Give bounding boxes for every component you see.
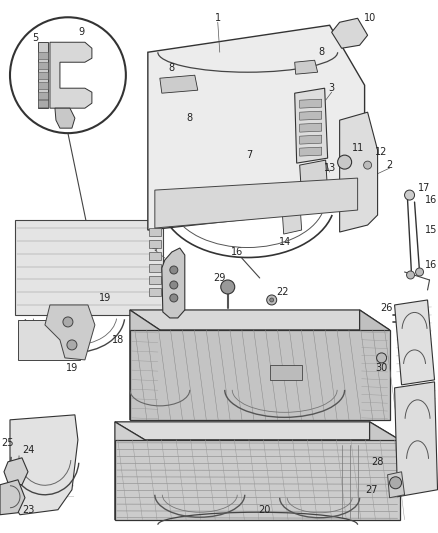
- Polygon shape: [295, 60, 318, 74]
- Text: 5: 5: [32, 33, 38, 43]
- Polygon shape: [160, 75, 198, 93]
- Circle shape: [364, 161, 371, 169]
- Circle shape: [63, 317, 73, 327]
- Text: 6: 6: [317, 200, 323, 210]
- Circle shape: [10, 17, 126, 133]
- Polygon shape: [38, 42, 48, 108]
- Polygon shape: [300, 99, 321, 108]
- Text: 15: 15: [425, 225, 438, 235]
- Circle shape: [267, 295, 277, 305]
- Polygon shape: [149, 252, 161, 260]
- Polygon shape: [38, 72, 48, 79]
- Text: 14: 14: [279, 237, 291, 247]
- Text: 1: 1: [215, 13, 221, 23]
- Text: 28: 28: [371, 457, 384, 467]
- Polygon shape: [130, 310, 389, 330]
- Polygon shape: [4, 458, 28, 485]
- Polygon shape: [45, 305, 95, 360]
- Polygon shape: [295, 88, 328, 163]
- Circle shape: [170, 281, 178, 289]
- Text: 4: 4: [152, 243, 158, 253]
- Polygon shape: [55, 108, 75, 128]
- Polygon shape: [15, 220, 163, 315]
- Text: 26: 26: [380, 303, 393, 313]
- Polygon shape: [38, 92, 48, 99]
- Text: 2: 2: [386, 160, 393, 170]
- Text: 19: 19: [99, 293, 111, 303]
- Polygon shape: [50, 42, 92, 108]
- Polygon shape: [149, 240, 161, 248]
- Circle shape: [389, 477, 402, 489]
- Polygon shape: [395, 300, 434, 385]
- Text: 8: 8: [169, 63, 175, 73]
- Text: 22: 22: [276, 287, 289, 297]
- Text: 30: 30: [375, 363, 388, 373]
- Polygon shape: [0, 480, 25, 515]
- Polygon shape: [300, 135, 321, 144]
- Text: 18: 18: [112, 335, 124, 345]
- Text: 8: 8: [187, 113, 193, 123]
- Polygon shape: [388, 472, 405, 498]
- Polygon shape: [155, 178, 357, 228]
- Text: 23: 23: [22, 505, 34, 515]
- Circle shape: [406, 271, 414, 279]
- Polygon shape: [148, 25, 364, 230]
- Polygon shape: [300, 123, 321, 132]
- Text: 9: 9: [79, 27, 85, 37]
- Polygon shape: [395, 382, 438, 497]
- Polygon shape: [115, 422, 145, 520]
- Text: 16: 16: [425, 260, 438, 270]
- Polygon shape: [270, 365, 302, 380]
- Polygon shape: [300, 147, 321, 156]
- Circle shape: [377, 353, 387, 363]
- Text: 13: 13: [324, 163, 336, 173]
- Polygon shape: [360, 310, 389, 420]
- Text: 20: 20: [258, 505, 271, 515]
- Polygon shape: [130, 330, 389, 420]
- Polygon shape: [38, 62, 48, 69]
- Polygon shape: [149, 228, 161, 236]
- Text: 11: 11: [351, 143, 364, 153]
- Polygon shape: [115, 422, 399, 440]
- Polygon shape: [38, 100, 48, 107]
- Circle shape: [170, 266, 178, 274]
- Circle shape: [170, 294, 178, 302]
- Text: 16: 16: [231, 247, 243, 257]
- Text: 3: 3: [328, 83, 335, 93]
- Polygon shape: [18, 320, 80, 360]
- Text: 29: 29: [214, 273, 226, 283]
- Polygon shape: [149, 276, 161, 284]
- Text: 27: 27: [365, 484, 378, 495]
- Text: 19: 19: [66, 363, 78, 373]
- Text: 16: 16: [425, 195, 438, 205]
- Polygon shape: [339, 112, 378, 232]
- Polygon shape: [162, 248, 185, 318]
- Polygon shape: [149, 264, 161, 272]
- Polygon shape: [300, 160, 328, 197]
- Polygon shape: [370, 422, 399, 520]
- Circle shape: [338, 155, 352, 169]
- Polygon shape: [38, 52, 48, 59]
- Polygon shape: [10, 415, 78, 515]
- Circle shape: [221, 280, 235, 294]
- Polygon shape: [38, 82, 48, 89]
- Circle shape: [405, 190, 414, 200]
- Text: 12: 12: [375, 147, 388, 157]
- Polygon shape: [332, 18, 367, 48]
- Polygon shape: [149, 288, 161, 296]
- Text: 17: 17: [418, 183, 431, 193]
- Text: 25: 25: [2, 438, 14, 448]
- Text: 7: 7: [247, 150, 253, 160]
- Polygon shape: [300, 111, 321, 120]
- Circle shape: [67, 340, 77, 350]
- Polygon shape: [282, 200, 302, 234]
- Polygon shape: [130, 310, 160, 420]
- Text: 24: 24: [22, 445, 34, 455]
- Text: 8: 8: [318, 47, 325, 57]
- Circle shape: [416, 268, 424, 276]
- Polygon shape: [115, 440, 399, 520]
- Circle shape: [270, 298, 274, 302]
- Text: 10: 10: [364, 13, 376, 23]
